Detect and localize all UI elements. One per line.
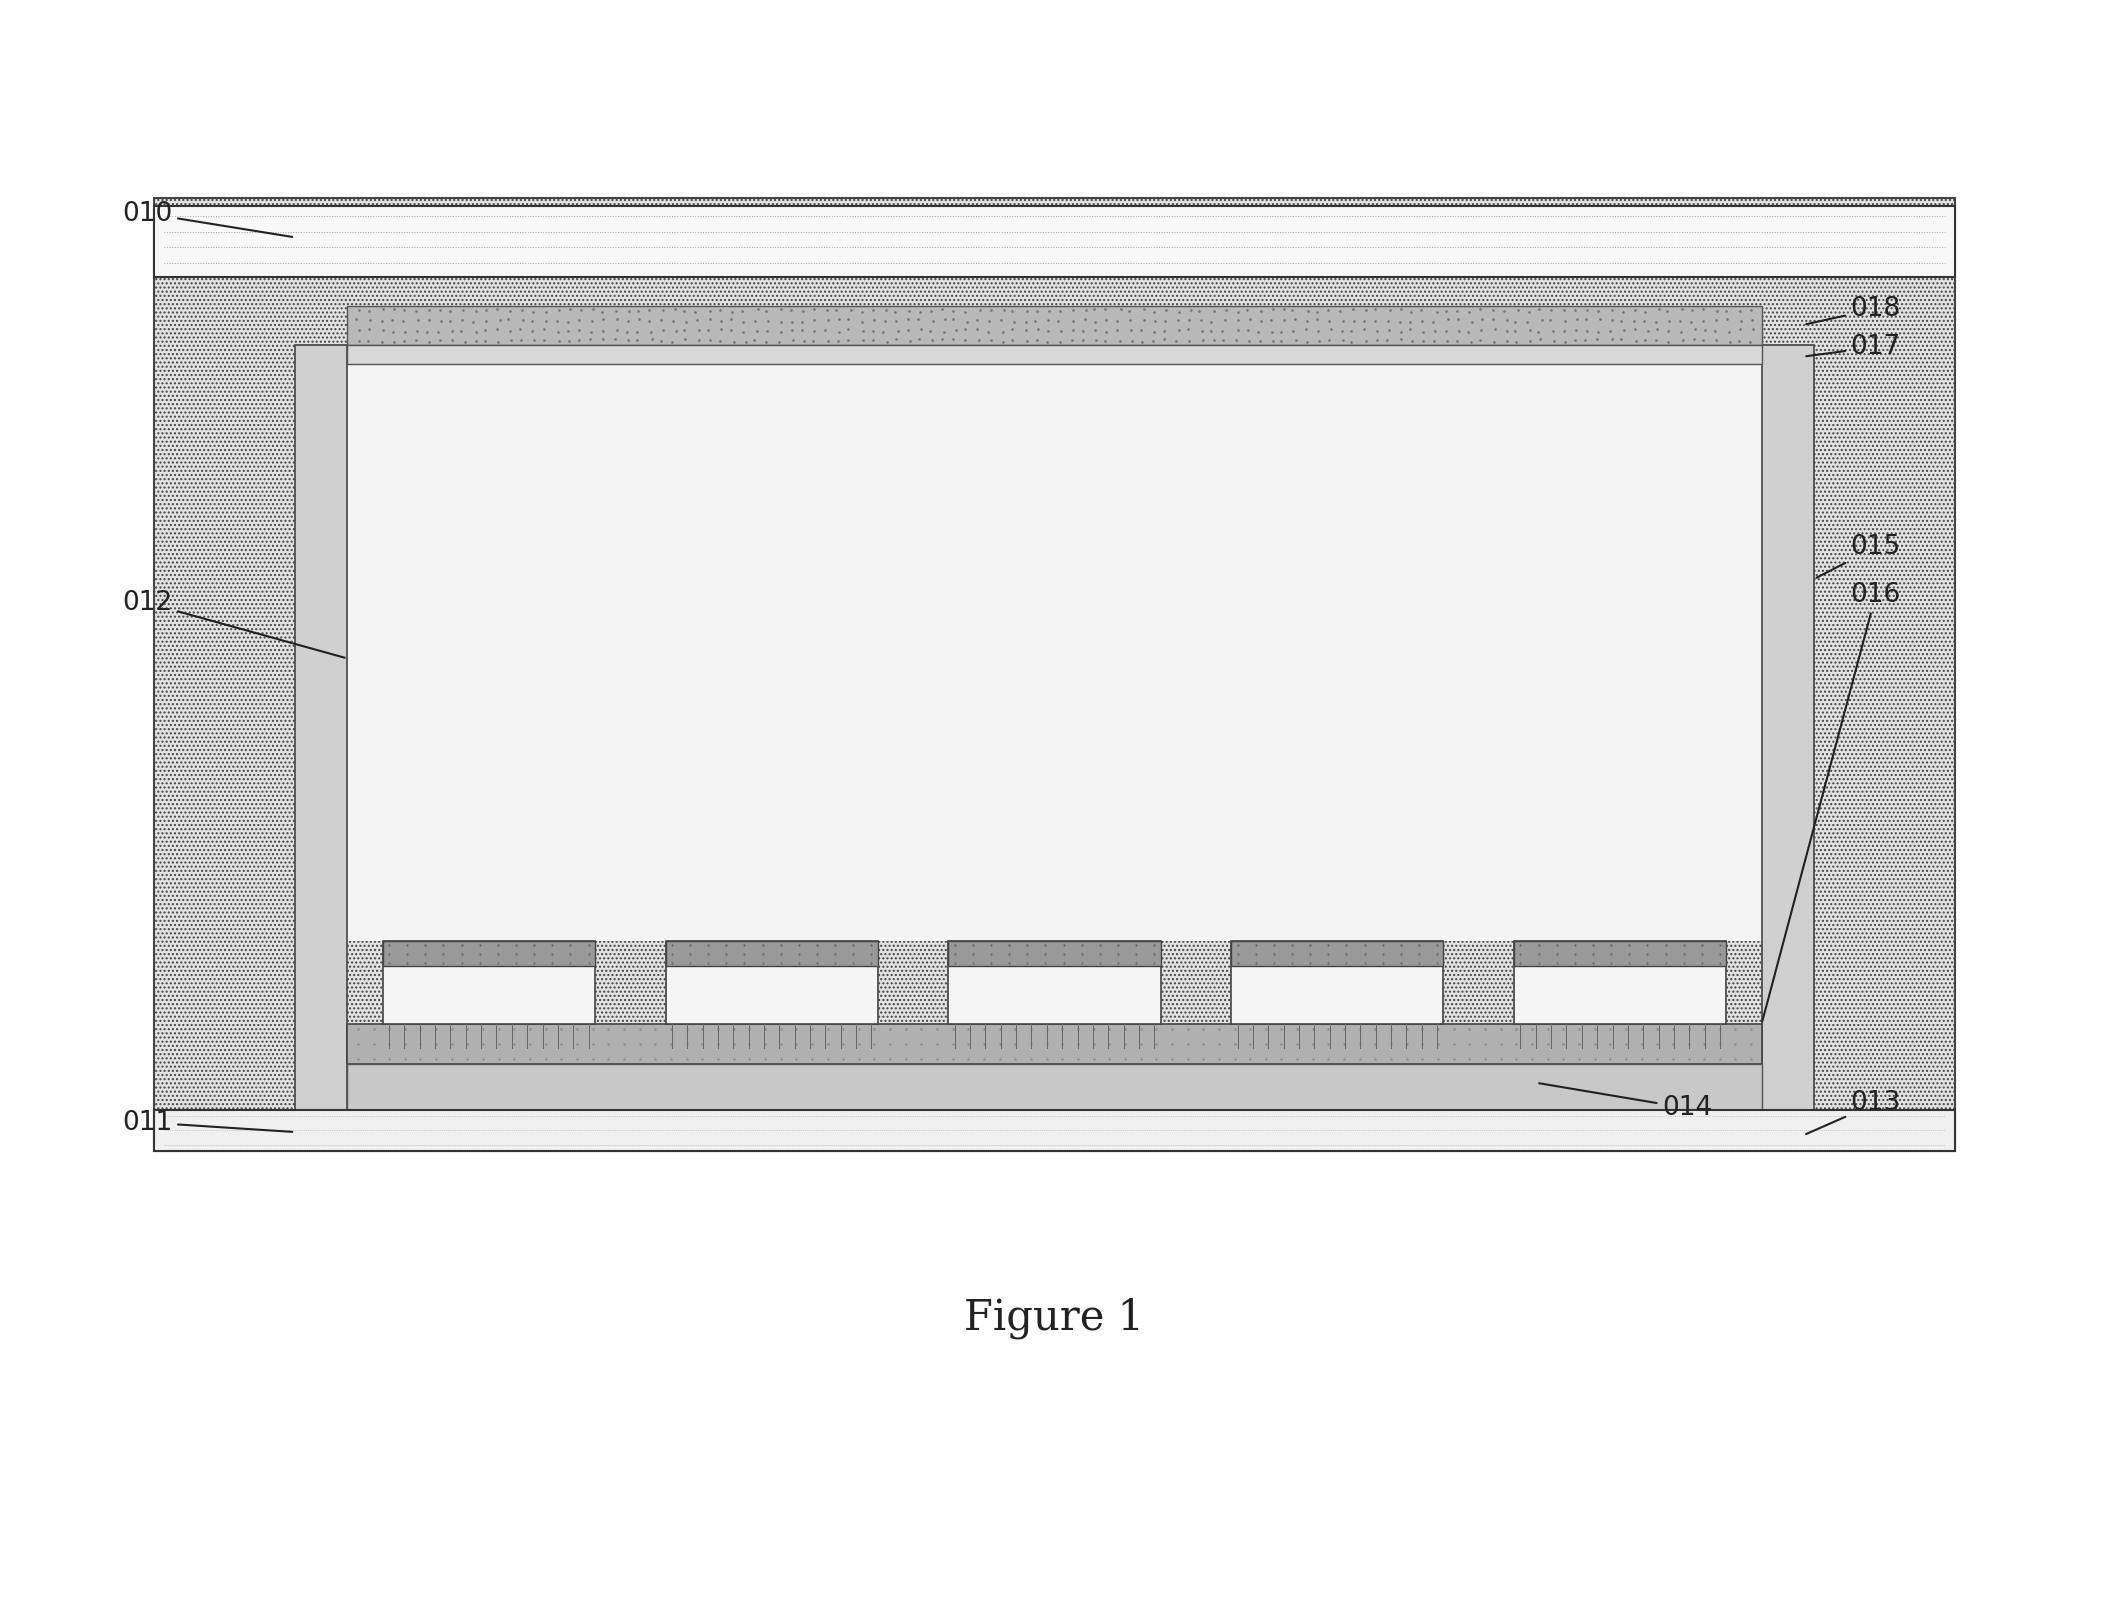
Text: 010: 010	[122, 200, 293, 237]
Text: Figure 1: Figure 1	[964, 1297, 1145, 1339]
Text: 015: 015	[1816, 534, 1900, 577]
Text: 012: 012	[122, 590, 344, 657]
Bar	[949, 941, 1160, 1024]
Bar	[1232, 941, 1443, 1024]
Text: 017: 017	[1805, 333, 1900, 361]
Bar	[1514, 941, 1727, 967]
Bar	[382, 941, 595, 967]
Bar	[348, 364, 1761, 941]
Text: 018: 018	[1805, 297, 1900, 324]
Text: 013: 013	[1805, 1090, 1900, 1133]
Text: 014: 014	[1540, 1084, 1713, 1120]
Bar	[666, 941, 877, 1024]
Bar	[295, 345, 348, 1111]
Bar	[666, 941, 877, 967]
Bar	[348, 306, 1761, 345]
Bar	[949, 941, 1160, 967]
Bar	[348, 1064, 1761, 1111]
Bar	[154, 1109, 1955, 1151]
Bar	[1232, 941, 1443, 967]
Bar	[348, 364, 1761, 941]
Bar	[154, 197, 1955, 1151]
Bar	[382, 941, 595, 1024]
Bar	[1761, 345, 1814, 1111]
Bar	[348, 1024, 1761, 1064]
Bar	[1514, 941, 1727, 1024]
Text: 011: 011	[122, 1109, 293, 1135]
Bar	[154, 205, 1955, 277]
Text: 016: 016	[1763, 582, 1900, 1021]
Bar	[348, 345, 1761, 364]
